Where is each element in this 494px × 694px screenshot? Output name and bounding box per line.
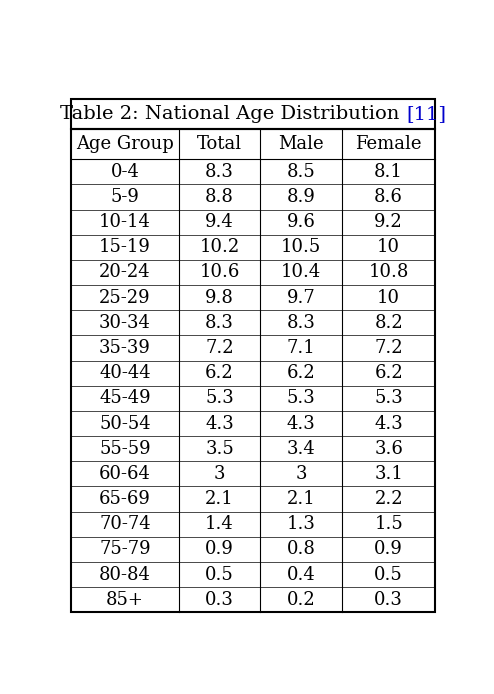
Text: Total: Total: [197, 135, 242, 153]
Text: 0.8: 0.8: [287, 541, 316, 559]
Text: 70-74: 70-74: [99, 515, 151, 533]
Text: 80-84: 80-84: [99, 566, 151, 584]
Text: 3.1: 3.1: [374, 465, 403, 483]
Text: [11]: [11]: [406, 105, 446, 123]
Text: 0-4: 0-4: [111, 163, 139, 180]
Text: 60-64: 60-64: [99, 465, 151, 483]
Text: 55-59: 55-59: [99, 440, 151, 457]
Text: 7.2: 7.2: [374, 339, 403, 357]
Text: 5-9: 5-9: [111, 188, 139, 206]
Text: 35-39: 35-39: [99, 339, 151, 357]
Text: 4.3: 4.3: [287, 414, 316, 432]
Text: 5.3: 5.3: [374, 389, 403, 407]
Text: 2.2: 2.2: [374, 490, 403, 508]
Text: 0.5: 0.5: [205, 566, 234, 584]
Text: 10.2: 10.2: [200, 238, 240, 256]
Text: 0.9: 0.9: [205, 541, 234, 559]
Text: 7.1: 7.1: [287, 339, 316, 357]
Text: Male: Male: [279, 135, 324, 153]
Text: 9.7: 9.7: [287, 289, 316, 307]
Text: 10.6: 10.6: [200, 264, 240, 282]
Text: 8.5: 8.5: [287, 163, 316, 180]
Text: 3.4: 3.4: [287, 440, 316, 457]
Text: 3.5: 3.5: [205, 440, 234, 457]
Text: 9.2: 9.2: [374, 213, 403, 231]
Text: 8.3: 8.3: [205, 314, 234, 332]
Text: 4.3: 4.3: [374, 414, 403, 432]
Text: 6.2: 6.2: [205, 364, 234, 382]
Text: 6.2: 6.2: [374, 364, 403, 382]
Text: 8.1: 8.1: [374, 163, 403, 180]
Text: 5.3: 5.3: [287, 389, 316, 407]
Text: 75-79: 75-79: [99, 541, 151, 559]
Text: 85+: 85+: [106, 591, 144, 609]
Text: 10.4: 10.4: [281, 264, 322, 282]
Text: 8.6: 8.6: [374, 188, 403, 206]
Text: 9.4: 9.4: [205, 213, 234, 231]
Text: 3: 3: [295, 465, 307, 483]
Text: 1.5: 1.5: [374, 515, 403, 533]
Text: 2.1: 2.1: [287, 490, 316, 508]
Text: 45-49: 45-49: [99, 389, 151, 407]
Text: 1.4: 1.4: [205, 515, 234, 533]
Text: 50-54: 50-54: [99, 414, 151, 432]
Text: 3.6: 3.6: [374, 440, 403, 457]
Text: 15-19: 15-19: [99, 238, 151, 256]
Text: 4.3: 4.3: [205, 414, 234, 432]
Text: Age Group: Age Group: [76, 135, 174, 153]
Text: 2.1: 2.1: [205, 490, 234, 508]
Text: 0.3: 0.3: [374, 591, 403, 609]
Text: 10: 10: [377, 289, 400, 307]
Text: 40-44: 40-44: [99, 364, 151, 382]
Text: Female: Female: [355, 135, 422, 153]
Text: 10-14: 10-14: [99, 213, 151, 231]
Text: 0.9: 0.9: [374, 541, 403, 559]
Text: 0.4: 0.4: [287, 566, 316, 584]
Text: 8.8: 8.8: [205, 188, 234, 206]
Text: 8.3: 8.3: [287, 314, 316, 332]
Text: 30-34: 30-34: [99, 314, 151, 332]
Text: 10.5: 10.5: [281, 238, 322, 256]
Text: 5.3: 5.3: [205, 389, 234, 407]
Text: Table 2: National Age Distribution: Table 2: National Age Distribution: [60, 105, 406, 123]
Text: 0.3: 0.3: [205, 591, 234, 609]
Text: 8.2: 8.2: [374, 314, 403, 332]
Text: 65-69: 65-69: [99, 490, 151, 508]
Text: 0.5: 0.5: [374, 566, 403, 584]
Text: 7.2: 7.2: [205, 339, 234, 357]
Text: 9.8: 9.8: [205, 289, 234, 307]
Text: 8.3: 8.3: [205, 163, 234, 180]
Text: 9.6: 9.6: [287, 213, 316, 231]
Text: 10: 10: [377, 238, 400, 256]
Text: 20-24: 20-24: [99, 264, 151, 282]
Text: 6.2: 6.2: [287, 364, 316, 382]
Text: 10.8: 10.8: [369, 264, 409, 282]
Bar: [71, 99, 435, 128]
Text: 8.9: 8.9: [287, 188, 316, 206]
Text: 0.2: 0.2: [287, 591, 316, 609]
Text: 3: 3: [214, 465, 225, 483]
Text: 25-29: 25-29: [99, 289, 151, 307]
Text: 1.3: 1.3: [287, 515, 316, 533]
